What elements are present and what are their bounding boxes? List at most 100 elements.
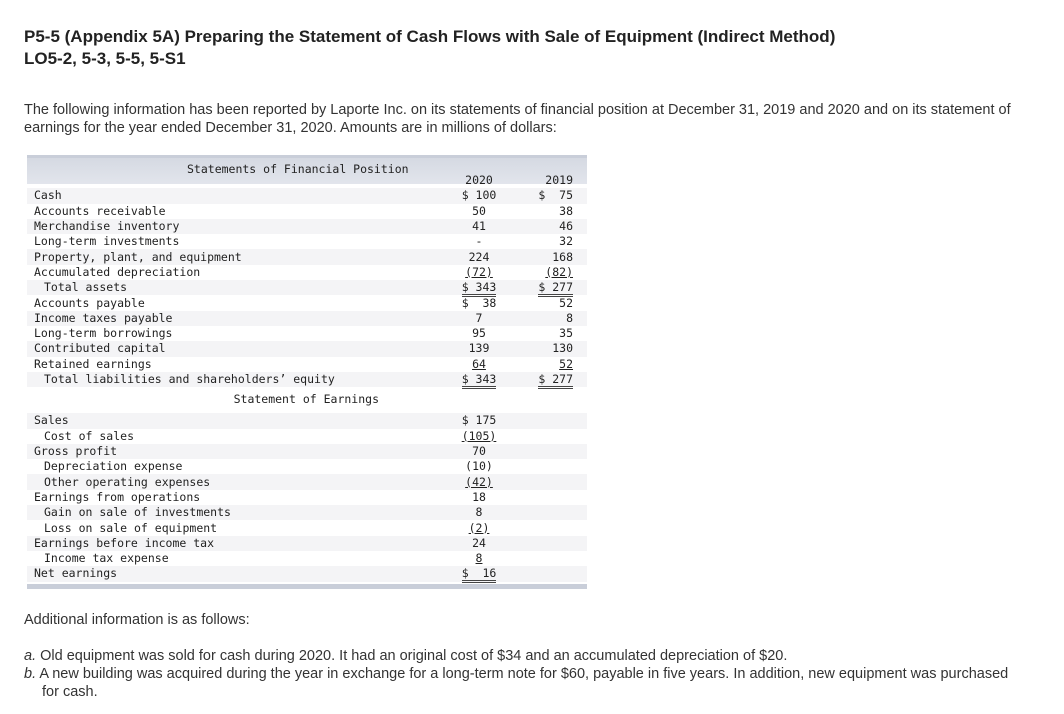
- table-bottom-border: [27, 584, 587, 589]
- sfp-value-2020: 64: [472, 356, 486, 371]
- soe-row-label: Earnings before income tax: [27, 535, 443, 551]
- sfp-value-2019: 38: [559, 203, 573, 218]
- soe-row: Other operating expenses (42): [27, 474, 587, 490]
- soe-row: Earnings from operations 18: [27, 490, 587, 505]
- financial-table: Statements of Financial Position 2020 20…: [27, 155, 587, 589]
- notes-list: a. Old equipment was sold for cash durin…: [24, 647, 1024, 701]
- sfp-value-2019: $ 277: [538, 372, 573, 389]
- sfp-row: Accounts receivable 50 38: [27, 204, 587, 219]
- soe-row: Depreciation expense (10): [27, 459, 587, 474]
- sfp-value-2019: 8: [566, 310, 573, 325]
- sfp-row-label: Contributed capital: [27, 341, 443, 357]
- note-a-marker: a.: [24, 648, 37, 664]
- soe-table: Statement of Earnings Sales $ 175 Cost of …: [27, 392, 587, 584]
- soe-value-2020: 24: [472, 535, 486, 550]
- soe-value-2020: 18: [472, 489, 486, 504]
- sfp-value-2020: 95: [472, 326, 486, 341]
- soe-row: Sales $ 175: [27, 413, 587, 429]
- sfp-row-label: Accumulated depreciation: [34, 264, 201, 279]
- soe-value-2020: (42): [465, 474, 493, 489]
- soe-row: Gain on sale of investments 8: [27, 505, 587, 521]
- soe-row: Net earnings $ 16: [27, 566, 587, 584]
- sfp-row: Cash $ 100 $ 75: [27, 188, 587, 204]
- sfp-row-label: Accounts payable: [34, 295, 145, 310]
- sfp-value-2020: 50: [472, 203, 486, 218]
- sfp-row: Accounts payable $ 38 52: [27, 295, 587, 310]
- col-2020-header: 2020: [465, 173, 493, 188]
- note-b-marker: b.: [24, 666, 37, 682]
- sfp-value-2020: 224: [468, 249, 490, 264]
- sfp-title: Statements of Financial Position: [187, 162, 409, 176]
- intro-paragraph: The following information has been repor…: [24, 102, 1011, 136]
- soe-row-label: Cost of sales: [44, 428, 135, 443]
- sfp-row-label: Long-term investments: [34, 234, 180, 249]
- note-b-text: A new building was acquired during the y…: [39, 666, 1009, 700]
- sfp-value-2019: $ 75: [538, 188, 573, 203]
- sfp-row-label: Property, plant, and equipment: [27, 249, 443, 265]
- sfp-value-2019: 46: [559, 219, 573, 234]
- sfp-value-2019: $ 277: [538, 280, 573, 298]
- soe-row-label: Income tax expense: [44, 551, 169, 566]
- soe-value-2020: 8: [475, 505, 483, 520]
- sfp-row-label: Retained earnings: [34, 356, 152, 371]
- sfp-row: Retained earnings 64 52: [27, 357, 587, 372]
- sfp-value-2020: $ 343: [461, 372, 497, 389]
- sfp-table: 2020 2019 Cash $ 100 $ 75 Accounts receivab…: [27, 173, 587, 389]
- sfp-value-2019: 130: [552, 341, 573, 356]
- sfp-row: Total liabilities and shareholders’ equi…: [27, 371, 587, 389]
- soe-row: Loss on sale of equipment (2): [27, 520, 587, 535]
- col-2019-header: 2019: [545, 173, 573, 188]
- soe-value-2020: (10): [465, 459, 493, 474]
- sfp-row: Income taxes payable 7 8: [27, 310, 587, 326]
- soe-row: Income tax expense 8: [27, 551, 587, 566]
- sfp-value-2019: 32: [559, 234, 573, 249]
- additional-info-heading: Additional information is as follows:: [24, 612, 250, 628]
- sfp-row: Long-term borrowings 95 35: [27, 326, 587, 341]
- sfp-value-2020: $ 343: [461, 280, 497, 298]
- sfp-value-2020: 41: [472, 219, 486, 234]
- soe-value-2020: $ 175: [461, 413, 497, 428]
- sfp-row-label: Total assets: [27, 280, 443, 296]
- soe-row-label: Sales: [27, 413, 443, 429]
- soe-row-label: Gain on sale of investments: [27, 505, 443, 521]
- sfp-row-label: Cash: [27, 188, 443, 204]
- soe-value-2020: $ 16: [461, 566, 497, 584]
- sfp-value-2020: -: [475, 234, 483, 249]
- table-header-band: Statements of Financial Position: [27, 158, 587, 184]
- note-b: b. A new building was acquired during th…: [24, 665, 1024, 701]
- sfp-row-label: Total liabilities and shareholders’ equi…: [27, 371, 443, 388]
- sfp-row-label: Long-term borrowings: [34, 326, 173, 341]
- soe-title: Statement of Earnings: [233, 392, 379, 407]
- sfp-row: Long-term investments - 32: [27, 234, 587, 249]
- sfp-row-label: Merchandise inventory: [27, 218, 443, 235]
- sfp-value-2019: 52: [559, 295, 573, 310]
- sfp-value-2019: (82): [545, 264, 573, 279]
- sfp-row-label: Accounts receivable: [34, 203, 166, 218]
- soe-row: Gross profit 70: [27, 443, 587, 460]
- soe-row: Earnings before income tax 24: [27, 535, 587, 551]
- sfp-value-2020: $ 38: [461, 295, 497, 310]
- sfp-value-2019: 52: [559, 356, 573, 371]
- soe-row-label: Depreciation expense: [44, 459, 183, 474]
- sfp-value-2019: 35: [559, 326, 573, 341]
- soe-row-label: Gross profit: [27, 443, 443, 460]
- soe-row-label: Other operating expenses: [27, 474, 443, 490]
- note-a: a. Old equipment was sold for cash durin…: [24, 647, 1024, 665]
- note-a-text: Old equipment was sold for cash during 2…: [40, 648, 788, 664]
- title-line-2: LO5-2, 5-3, 5-5, 5-S1: [24, 49, 186, 68]
- sfp-row: Accumulated depreciation (72) (82): [27, 265, 587, 280]
- sfp-row: Total assets $ 343 $ 277: [27, 280, 587, 298]
- soe-row-label: Loss on sale of equipment: [44, 520, 218, 535]
- soe-value-2020: 70: [472, 444, 486, 459]
- sfp-row: Property, plant, and equipment 224 168: [27, 249, 587, 265]
- soe-value-2020: (2): [468, 520, 490, 535]
- soe-row: Cost of sales (105): [27, 429, 587, 444]
- sfp-value-2020: 139: [468, 341, 490, 356]
- sfp-value-2020: (72): [465, 264, 493, 279]
- soe-value-2020: (105): [461, 428, 497, 443]
- sfp-row-label: Income taxes payable: [27, 310, 443, 326]
- sfp-value-2020: $ 100: [461, 188, 497, 203]
- sfp-row: Contributed capital 139 130: [27, 341, 587, 357]
- table-top-border: [27, 155, 587, 158]
- sfp-row: Merchandise inventory 41 46: [27, 218, 587, 235]
